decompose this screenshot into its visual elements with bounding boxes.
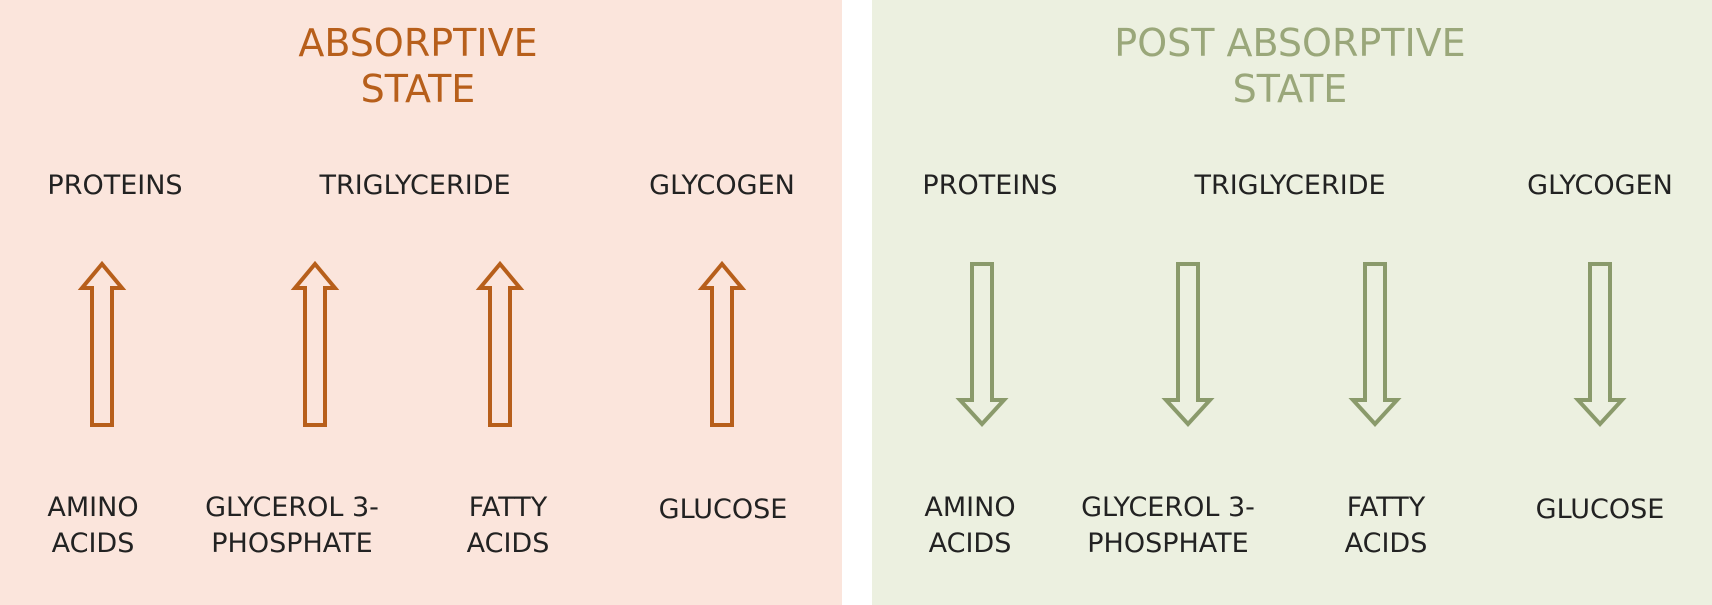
absorptive-label-glucose: GLUCOSE: [658, 494, 788, 525]
post-absorptive-label-glucose: GLUCOSE: [1535, 494, 1665, 525]
post-absorptive-label-fatty-acids: FATTY ACIDS: [1344, 492, 1428, 559]
absorptive-label-glycogen: GLYCOGEN: [649, 170, 795, 201]
absorptive-title-line1: ABSORPTIVE: [298, 21, 538, 65]
post-absorptive-state-title: POST ABSORPTIVE STATE: [872, 20, 1708, 112]
arrow-up-icon: [475, 260, 525, 427]
post-absorptive-arrows: [955, 262, 1627, 427]
absorptive-label-glycerol-3-phosphate: GLYCEROL 3- PHOSPHATE: [205, 492, 379, 559]
arrow-down-icon: [1161, 262, 1215, 427]
post-absorptive-title-line1: POST ABSORPTIVE: [1114, 21, 1466, 65]
arrow-up-icon: [77, 260, 127, 427]
post-absorptive-label-glycogen: GLYCOGEN: [1527, 170, 1673, 201]
absorptive-arrows: [77, 260, 747, 427]
absorptive-label-proteins: PROTEINS: [47, 170, 183, 201]
absorptive-state-panel: ABSORPTIVE STATE PROTEINS TRIGLYCERIDE G…: [0, 0, 842, 605]
absorptive-state-title: ABSORPTIVE STATE: [0, 20, 836, 112]
post-absorptive-label-amino-acids: AMINO ACIDS: [924, 492, 1016, 559]
arrow-down-icon: [1573, 262, 1627, 427]
post-absorptive-label-triglyceride: TRIGLYCERIDE: [1194, 170, 1386, 201]
post-absorptive-state-panel: POST ABSORPTIVE STATE PROTEINS TRIGLYCER…: [872, 0, 1712, 605]
arrow-up-icon: [290, 260, 340, 427]
arrow-up-icon: [697, 260, 747, 427]
post-absorptive-title-line2: STATE: [1232, 67, 1348, 111]
post-absorptive-label-glycerol-3-phosphate: GLYCEROL 3- PHOSPHATE: [1081, 492, 1255, 559]
absorptive-label-triglyceride: TRIGLYCERIDE: [319, 170, 511, 201]
absorptive-title-line2: STATE: [360, 67, 476, 111]
post-absorptive-label-proteins: PROTEINS: [922, 170, 1058, 201]
absorptive-label-fatty-acids: FATTY ACIDS: [466, 492, 550, 559]
absorptive-label-amino-acids: AMINO ACIDS: [47, 492, 139, 559]
arrow-down-icon: [955, 262, 1009, 427]
arrow-down-icon: [1348, 262, 1402, 427]
